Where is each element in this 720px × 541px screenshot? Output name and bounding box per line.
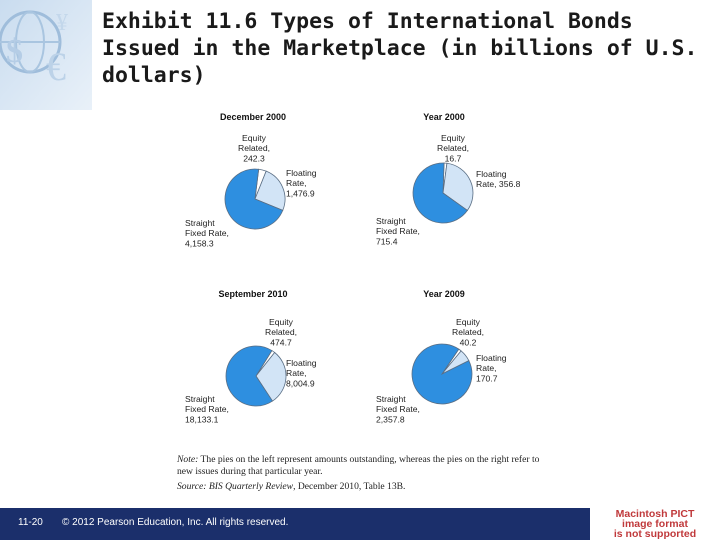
pie-slice-straight bbox=[412, 162, 468, 224]
source-label: Source: BIS Quarterly Review bbox=[177, 481, 294, 492]
page-title: Exhibit 11.6 Types of International Bond… bbox=[102, 9, 698, 88]
slice-label-floating: Floating Rate, 1,476.9 bbox=[286, 168, 317, 198]
pie-chart-year-2009: Year 2009 Equity Related, 40.2 Floating Rate,… bbox=[376, 289, 507, 424]
chart-source: Source: BIS Quarterly Review, December 2… bbox=[177, 481, 405, 492]
slice-label-straight: Straight Fixed Rate, 4,158.3 bbox=[185, 218, 229, 248]
svg-text:$: $ bbox=[6, 33, 23, 70]
chart-note: Note: The pies on the left represent amo… bbox=[177, 454, 557, 477]
pie-chart-december-2000: December 2000 Equity Related, 242.3 Floating… bbox=[185, 112, 317, 248]
pie-slice-floating bbox=[442, 162, 474, 211]
page-number: 11-20 bbox=[18, 517, 43, 528]
slice-label-floating: Floating Rate, 170.7 bbox=[476, 353, 507, 383]
footer-bar bbox=[0, 508, 590, 540]
pie-slice-floating bbox=[255, 351, 287, 402]
pie-slice-straight bbox=[225, 345, 274, 407]
pie-slice-floating bbox=[254, 170, 286, 211]
pict-placeholder: Macintosh PICT image format is not suppo… bbox=[590, 508, 720, 541]
svg-text:¥: ¥ bbox=[56, 10, 68, 36]
slice-label-straight: Straight Fixed Rate, 715.4 bbox=[376, 216, 420, 246]
slice-label-equity: Equity Related, 474.7 bbox=[265, 317, 297, 347]
slice-label-floating: Floating Rate, 356.8 bbox=[476, 169, 521, 189]
note-text: The pies on the left represent amounts o… bbox=[177, 454, 540, 477]
slice-label-equity: Equity Related, 40.2 bbox=[452, 317, 484, 347]
globe-logo-graphic: $ € ¥ bbox=[0, 0, 92, 110]
slice-label-equity: Equity Related, 242.3 bbox=[238, 133, 270, 163]
note-label: Note: bbox=[177, 454, 199, 465]
source-text: , December 2010, Table 13B. bbox=[293, 481, 406, 492]
pie-chart-september-2010: September 2010 Equity Related, 474.7 Floatin… bbox=[185, 289, 317, 424]
slice-label-equity: Equity Related, 16.7 bbox=[437, 133, 469, 163]
pie-chart-year-2000: Year 2000 Equity Related, 16.7 Floating Rate,… bbox=[376, 112, 521, 246]
globe-logo: $ € ¥ bbox=[0, 0, 92, 110]
pict-line-1: Macintosh PICT bbox=[615, 508, 695, 520]
pict-line-2: image format bbox=[622, 518, 688, 530]
chart-title: September 2010 bbox=[218, 289, 287, 299]
chart-title: Year 2009 bbox=[423, 289, 465, 299]
svg-text:€: € bbox=[46, 44, 66, 89]
slice-label-straight: Straight Fixed Rate, 2,357.8 bbox=[376, 394, 420, 424]
slice-label-floating: Floating Rate, 8,004.9 bbox=[286, 358, 317, 388]
slice-label-straight: Straight Fixed Rate, 18,133.1 bbox=[185, 394, 229, 424]
chart-title: Year 2000 bbox=[423, 112, 465, 122]
copyright-text: © 2012 Pearson Education, Inc. All right… bbox=[62, 517, 289, 528]
pie-slice-straight bbox=[224, 168, 284, 230]
pie-slice-straight bbox=[411, 343, 473, 405]
chart-title: December 2000 bbox=[220, 112, 286, 122]
pict-line-3: is not supported bbox=[613, 528, 697, 540]
